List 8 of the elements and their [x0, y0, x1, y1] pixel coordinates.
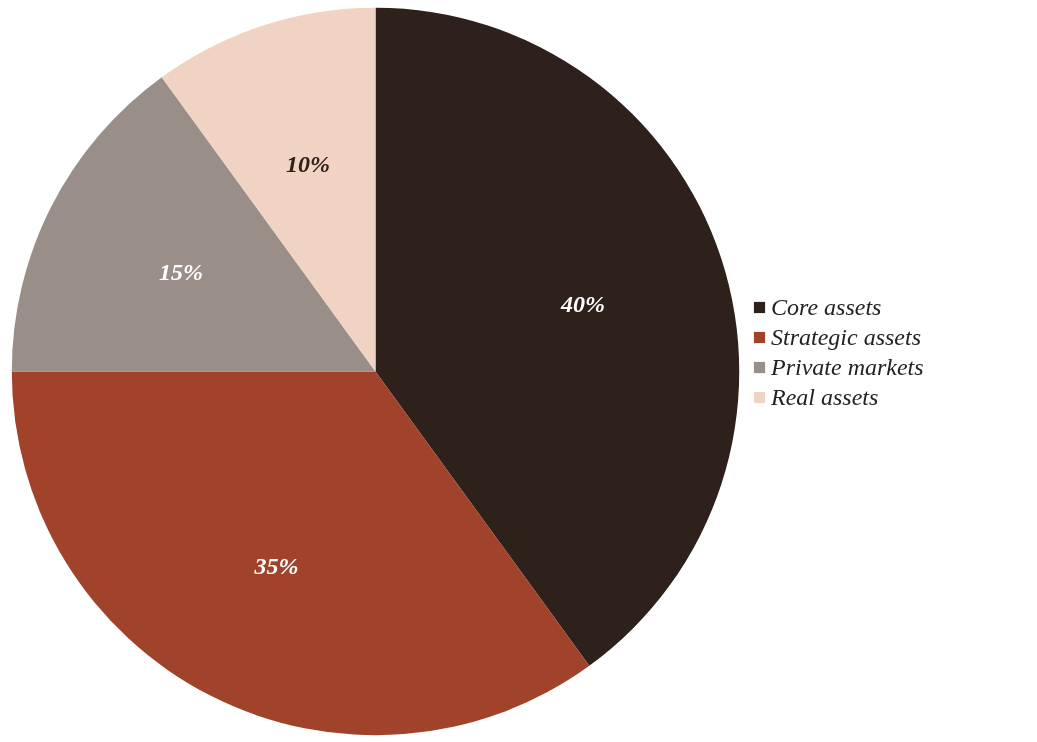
data-label: 35% — [253, 552, 299, 579]
legend-label: Core assets — [771, 292, 882, 322]
legend-label: Real assets — [771, 382, 879, 412]
data-label: 10% — [286, 150, 331, 177]
legend-label: Strategic assets — [771, 322, 921, 352]
data-label: 40% — [560, 291, 606, 318]
data-label: 15% — [159, 259, 204, 286]
legend-label: Private markets — [771, 352, 924, 382]
